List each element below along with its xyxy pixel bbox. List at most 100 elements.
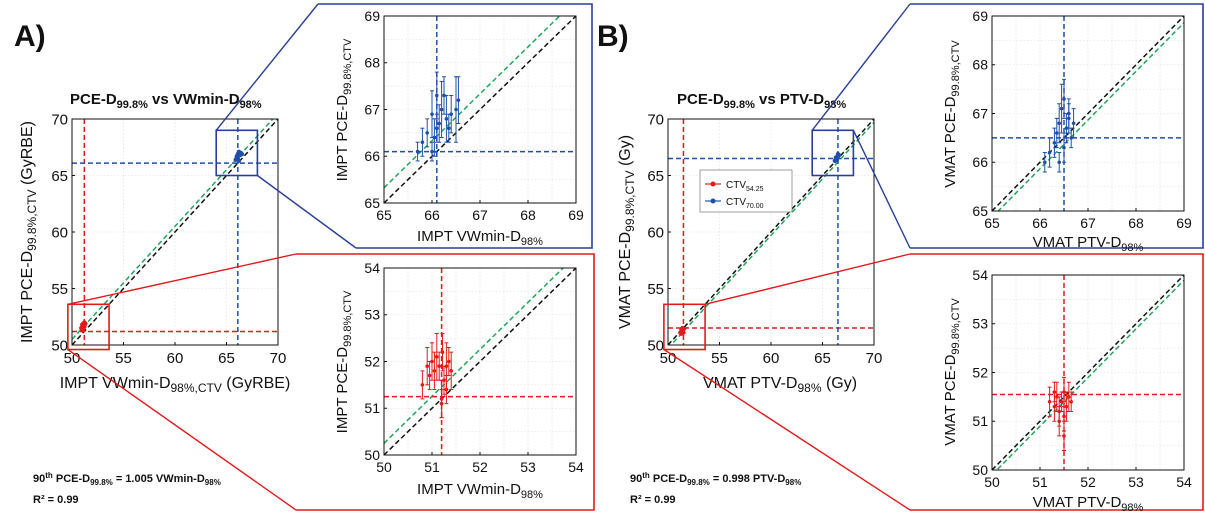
data-point [1069,136,1073,140]
zoom-box-red-b [663,303,706,351]
y-tick-label: 51 [972,413,988,429]
data-point [1043,160,1047,165]
y-tick-label: 68 [364,55,380,71]
x-tick-label: 67 [472,207,488,223]
y-tick-label: 50 [647,337,664,354]
connector-blue-b-top [811,3,911,131]
y-tick-label: 68 [972,57,988,73]
panel-a-main-xlabel: IMPT VWmin-D98%,CTV (GyRBE) [60,375,291,395]
legend-marker [710,181,716,187]
y-tick-label: 55 [51,281,68,298]
connector-red-a-bottom [67,348,297,511]
y-tick-label: 50 [972,462,988,478]
zoom-box-blue-b [811,129,855,177]
plot-content [72,119,278,345]
y-tick-label: 50 [364,447,380,463]
data-point [1055,395,1059,399]
data-point [1052,404,1057,409]
data-point [435,126,439,130]
data-point [234,155,239,160]
y-tick-label: 53 [972,316,988,332]
x-tick-label: 66 [1032,215,1048,231]
panel-a-blue-xlabel: IMPT VWmin-D98% [417,228,543,248]
data-point [833,155,839,160]
data-point [425,131,430,135]
y-tick-label: 65 [364,195,380,211]
data-point [427,373,432,378]
identity-line [992,16,1184,211]
x-tick-label: 53 [1128,474,1144,490]
identity-line [72,119,278,345]
x-tick-label: 52 [1080,474,1096,490]
x-tick-label: 50 [984,474,1000,490]
data-point [1052,140,1057,145]
data-point [1064,404,1069,409]
y-tick-label: 66 [364,148,380,164]
panel-a-equation: 90th PCE-D99.8% = 1.005 VWmin-D98% [33,471,221,487]
y-tick-label: 67 [972,105,988,121]
connector-blue-b-bottom [852,129,911,249]
zoom-box-red-a [67,303,110,351]
y-tick-label: 65 [647,168,664,185]
data-point [1057,160,1061,165]
data-point [456,98,461,102]
data-point [236,158,242,164]
panel-a-red-ylabel: IMPT PCE-D99.8%,CTV [334,290,354,433]
data-point [420,383,425,387]
data-point [1067,395,1071,399]
connector-red-b-top [704,253,911,305]
panel-b-r2: R² = 0.99 [630,494,676,506]
identity-line [668,119,874,345]
x-tick-label: 54 [1176,474,1192,490]
data-point [420,140,425,145]
inset-frame-red-b [910,253,1204,511]
x-tick-label: 67 [1080,215,1096,231]
x-tick-label: 60 [763,350,780,367]
zoom-box-blue-a [215,129,259,177]
identity-line [384,16,576,203]
plot-content [992,275,1184,470]
x-tick-label: 68 [520,207,536,223]
panel-a-r2: R² = 0.99 [33,494,79,506]
data-point [239,151,245,157]
y-tick-label: 65 [51,168,68,185]
panel-a-blue-ylabel: IMPT PCE-D99.8%,CTV [334,38,354,181]
data-point [835,151,841,157]
data-point [1057,121,1061,126]
y-tick-label: 52 [972,364,988,380]
legend-label: CTV70.00 [726,197,764,210]
y-tick-label: 54 [972,267,988,283]
data-point [425,364,430,368]
plot-content [384,268,576,455]
data-point [80,328,85,333]
y-tick-label: 70 [51,111,68,128]
data-point [454,107,458,112]
data-point [1069,399,1073,404]
panel-a-title: PCE-D99.8% vs VWmin-D98% [70,91,262,111]
y-tick-label: 69 [972,8,988,24]
data-point [83,321,88,326]
inset-frame-blue-a [318,3,593,249]
identity-line [384,268,576,455]
data-point [442,93,446,98]
data-point [1064,126,1069,130]
data-point [1071,121,1076,126]
data-point [1059,399,1064,404]
fit-line [384,16,561,189]
x-tick-label: 50 [376,459,392,475]
axes-A-main: 50 55 60 65 70 50 55 60 65 70 [51,111,286,367]
x-tick-label: 68 [1128,215,1144,231]
data-point [449,369,454,373]
y-tick-label: 60 [51,224,68,241]
data-point [1062,145,1066,150]
x-tick-label: 65 [218,350,235,367]
plot-content [668,119,874,345]
data-point [447,126,451,130]
x-tick-label: 55 [115,350,132,367]
axes-B-zoom-blue: 65 66 67 68 69 65 66 67 68 69 [972,8,1192,231]
y-tick-label: 60 [647,224,664,241]
y-tick-label: 51 [364,400,380,416]
legend: CTV54.25 CTV70.00 [699,169,793,213]
y-tick-label: 67 [364,101,380,117]
panel-b-title: PCE-D99.8% vs PTV-D98% [677,91,846,111]
